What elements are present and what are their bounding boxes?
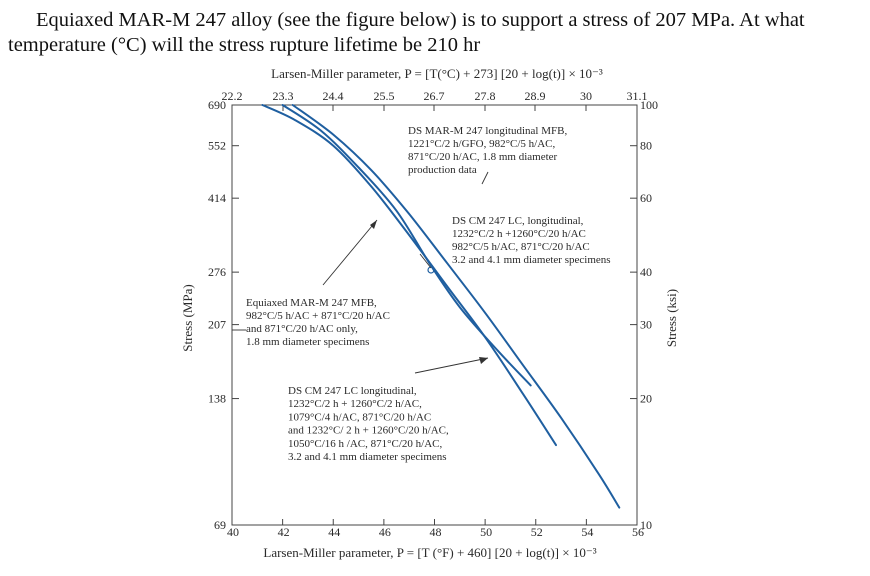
top-tick-label: 28.9 (525, 89, 546, 103)
leader-line (414, 357, 489, 374)
right-tick-label: 80 (640, 139, 652, 153)
leader-arrowhead (479, 357, 488, 364)
bottom-tick-label: 46 (379, 525, 391, 539)
left-tick-label: 414 (208, 191, 226, 205)
annotation-text: 982°C/5 h/AC + 871°C/20 h/AC (246, 310, 390, 322)
annotation-text: 1232°C/2 h + 1260°C/2 h/AC, (288, 398, 422, 410)
question-line-1: Equiaxed MAR-M 247 alloy (see the figure… (36, 9, 805, 31)
question-line-2: temperature (°C) will the stress rupture… (8, 34, 481, 56)
annotation-text: 1079°C/4 h/AC, 871°C/20 h/AC (288, 411, 431, 423)
data-point-marker (427, 266, 435, 274)
annotation-text: 871°C/20 h/AC, 1.8 mm diameter (408, 151, 558, 163)
right-tick-label: 100 (640, 98, 658, 112)
left-tick-label: 138 (208, 392, 226, 406)
annotation-text: production data (408, 164, 477, 176)
axes-layer: 40 42 44 46 48 50 52 54 56 22.2 23.3 24.4 25.5 26.7 27… (180, 66, 679, 560)
left-axis-label: Stress (MPa) (180, 284, 195, 352)
leader-line (481, 171, 489, 185)
top-tick-label: 24.4 (323, 89, 344, 103)
annotation-text: Equiaxed MAR-M 247 MFB, (246, 297, 377, 309)
annotation-text: 3.2 and 4.1 mm diameter specimens (452, 254, 611, 266)
left-tick-label: 69 (214, 518, 226, 532)
top-tick-label: 22.2 (222, 89, 243, 103)
series-line (261, 104, 557, 447)
annotation-text: and 1232°C/ 2 h + 1260°C/20 h/AC, (288, 425, 449, 437)
annotation-layer: DS MAR-M 247 longitudinal MFB,1221°C/2 h… (232, 125, 611, 463)
right-tick-label: 20 (640, 392, 652, 406)
right-tick-label: 40 (640, 265, 652, 279)
leader-arrowhead (370, 220, 377, 229)
right-axis-label: Stress (ksi) (664, 289, 679, 347)
left-tick-label: 276 (208, 265, 226, 279)
annotation-text: 1232°C/2 h +1260°C/20 h/AC (452, 228, 586, 240)
question-text: Equiaxed MAR-M 247 alloy (see the figure… (8, 8, 863, 58)
annotation-text: 982°C/5 h/AC, 871°C/20 h/AC (452, 241, 590, 253)
right-tick-label: 30 (640, 318, 652, 332)
right-tick-label: 60 (640, 191, 652, 205)
left-tick-label: 207 (208, 318, 226, 332)
bottom-tick-label: 48 (430, 525, 442, 539)
right-tick-label: 10 (640, 518, 652, 532)
bottom-tick-label: 42 (278, 525, 290, 539)
bottom-tick-label: 50 (480, 525, 492, 539)
bottom-tick-label: 54 (581, 525, 593, 539)
bottom-axis-label: Larsen-Miller parameter, P = [T (°F) + 4… (263, 545, 596, 560)
top-tick-label: 23.3 (273, 89, 294, 103)
series-line (291, 104, 621, 509)
leader-line (322, 219, 378, 286)
left-tick-label: 552 (208, 139, 226, 153)
top-tick-label: 31.1 (627, 89, 648, 103)
annotation-text: DS MAR-M 247 longitudinal MFB, (408, 125, 567, 137)
top-axis-label: Larsen-Miller parameter, P = [T(°C) + 27… (271, 66, 603, 81)
top-tick-label: 27.8 (475, 89, 496, 103)
left-tick-label: 690 (208, 98, 226, 112)
series-line (281, 104, 532, 387)
top-tick-label: 30 (580, 89, 592, 103)
bottom-tick-label: 56 (632, 525, 644, 539)
top-tick-label: 26.7 (424, 89, 445, 103)
annotation-text: DS CM 247 LC longitudinal, (288, 385, 417, 397)
annotation-text: 1.8 mm diameter specimens (246, 336, 369, 348)
bottom-tick-label: 40 (227, 525, 239, 539)
annotation-text: and 871°C/20 h/AC only, (246, 323, 358, 335)
series-layer (261, 104, 621, 509)
annotation-text: 1221°C/2 h/GFO, 982°C/5 h/AC, (408, 138, 555, 150)
leader-line (419, 253, 432, 269)
bottom-tick-label: 52 (531, 525, 543, 539)
top-tick-label: 25.5 (374, 89, 395, 103)
annotation-text: 1050°C/16 h /AC, 871°C/20 h/AC, (288, 438, 443, 450)
bottom-tick-label: 44 (328, 525, 340, 539)
annotation-text: 3.2 and 4.1 mm diameter specimens (288, 451, 447, 463)
annotation-text: DS CM 247 LC, longitudinal, (452, 215, 584, 227)
